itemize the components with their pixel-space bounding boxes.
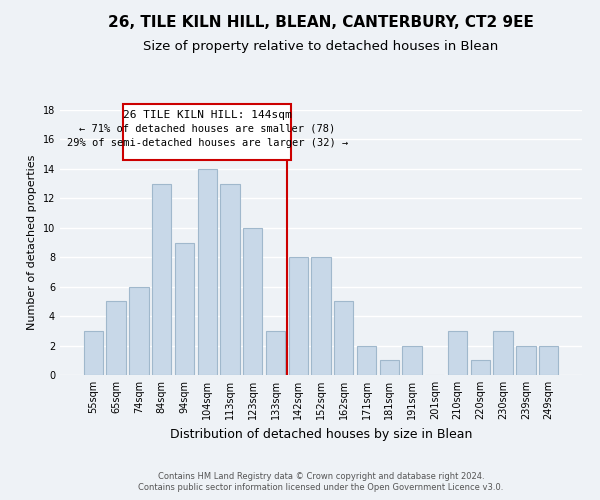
Text: 26, TILE KILN HILL, BLEAN, CANTERBURY, CT2 9EE: 26, TILE KILN HILL, BLEAN, CANTERBURY, C… [108, 15, 534, 30]
Bar [516, 346, 536, 375]
Bar [266, 331, 285, 375]
FancyBboxPatch shape [123, 104, 292, 160]
Bar [493, 331, 513, 375]
Bar [197, 169, 217, 375]
Bar [311, 257, 331, 375]
Text: Contains public sector information licensed under the Open Government Licence v3: Contains public sector information licen… [139, 484, 503, 492]
Bar [403, 346, 422, 375]
Bar [152, 184, 172, 375]
Bar [448, 331, 467, 375]
Bar [220, 184, 239, 375]
Bar [175, 242, 194, 375]
Bar [357, 346, 376, 375]
Text: 26 TILE KILN HILL: 144sqm: 26 TILE KILN HILL: 144sqm [123, 110, 292, 120]
Y-axis label: Number of detached properties: Number of detached properties [27, 155, 37, 330]
X-axis label: Distribution of detached houses by size in Blean: Distribution of detached houses by size … [170, 428, 472, 440]
Bar [243, 228, 262, 375]
Text: Size of property relative to detached houses in Blean: Size of property relative to detached ho… [143, 40, 499, 53]
Text: 29% of semi-detached houses are larger (32) →: 29% of semi-detached houses are larger (… [67, 138, 348, 148]
Bar [334, 302, 353, 375]
Bar [289, 257, 308, 375]
Bar [539, 346, 558, 375]
Text: Contains HM Land Registry data © Crown copyright and database right 2024.: Contains HM Land Registry data © Crown c… [158, 472, 484, 481]
Bar [106, 302, 126, 375]
Text: ← 71% of detached houses are smaller (78): ← 71% of detached houses are smaller (78… [79, 124, 335, 134]
Bar [129, 286, 149, 375]
Bar [380, 360, 399, 375]
Bar [470, 360, 490, 375]
Bar [84, 331, 103, 375]
